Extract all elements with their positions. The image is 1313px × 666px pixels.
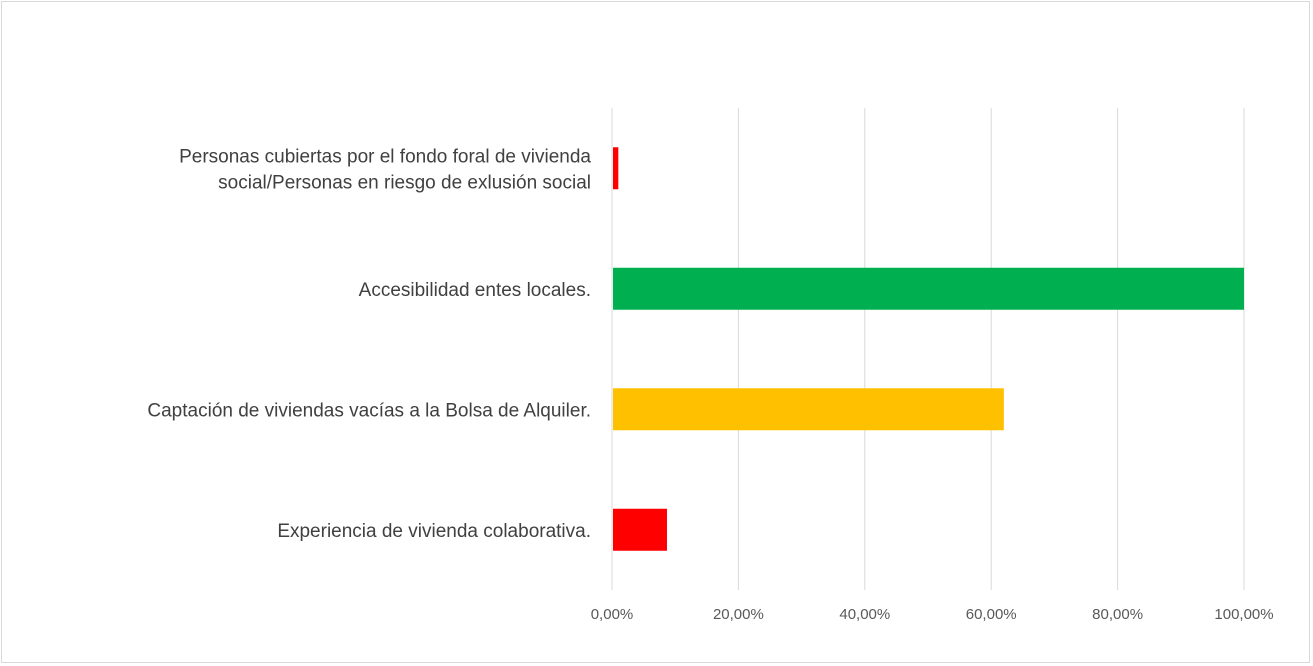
category-label: Captación de viviendas vacías a la Bolsa…: [147, 400, 591, 421]
x-tick-label: 100,00%: [1214, 606, 1273, 623]
x-tick-label: 80,00%: [1092, 606, 1143, 623]
category-label: Personas cubiertas por el fondo foral de…: [179, 146, 591, 193]
bar: [613, 147, 619, 190]
category-label-line: social/Personas en riesgo de exlusión so…: [218, 172, 591, 193]
bar: [613, 388, 1004, 431]
category-label-line: Captación de viviendas vacías a la Bolsa…: [147, 400, 591, 421]
x-tick-label: 40,00%: [839, 606, 890, 623]
category-label: Experiencia de vivienda colaborativa.: [277, 521, 591, 542]
category-label-line: Personas cubiertas por el fondo foral de…: [179, 146, 591, 167]
x-tick-label: 60,00%: [966, 606, 1017, 623]
x-tick-label: 20,00%: [713, 606, 764, 623]
bar: [613, 508, 667, 551]
category-label-line: Experiencia de vivienda colaborativa.: [277, 521, 591, 542]
x-tick-label: 0,00%: [591, 606, 634, 623]
category-label-line: Accesibilidad entes locales.: [359, 280, 591, 301]
bar: [613, 267, 1244, 310]
category-label: Accesibilidad entes locales.: [359, 280, 591, 301]
